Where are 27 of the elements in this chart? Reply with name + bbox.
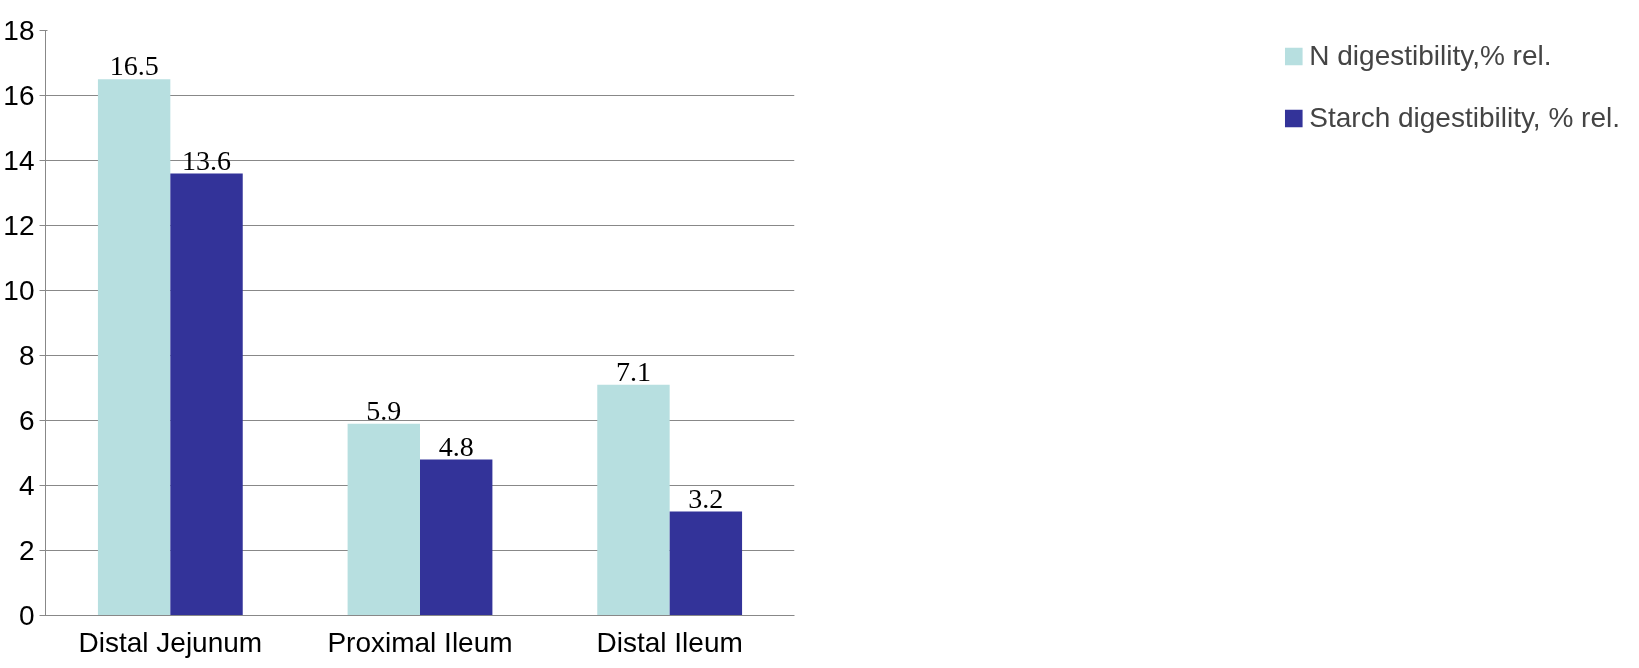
x-tick-label: Proximal Ileum: [327, 626, 513, 658]
y-tick-label: 10: [3, 275, 35, 306]
y-tick-label: 16: [3, 80, 35, 111]
x-tick-label: Distal Jejunum: [78, 626, 263, 658]
legend-label: Starch digestibility, % rel.: [1309, 102, 1620, 134]
y-tick-label: 8: [18, 340, 35, 371]
data-label: 13.6: [182, 144, 232, 176]
bar: [347, 423, 420, 616]
bar: [420, 459, 493, 616]
data-label: 3.2: [688, 482, 724, 514]
y-tick-label: 2: [18, 535, 35, 566]
data-label: 4.8: [438, 430, 474, 462]
data-label: 16.5: [109, 50, 159, 82]
data-label: 7.1: [615, 355, 651, 387]
bar: [597, 384, 670, 616]
x-tick-label: Distal Ileum: [596, 626, 743, 658]
y-tick-label: 6: [18, 405, 35, 436]
y-tick-label: 18: [3, 15, 35, 46]
bar: [97, 79, 171, 616]
legend-label: N digestibility,% rel.: [1309, 40, 1552, 72]
bar: [669, 511, 743, 616]
y-tick-label: 4: [18, 470, 35, 501]
y-tick-label: 12: [3, 210, 35, 241]
data-label: 5.9: [366, 394, 402, 426]
y-tick-label: 0: [18, 600, 35, 631]
bar: [170, 173, 243, 616]
y-tick-label: 14: [3, 145, 35, 176]
